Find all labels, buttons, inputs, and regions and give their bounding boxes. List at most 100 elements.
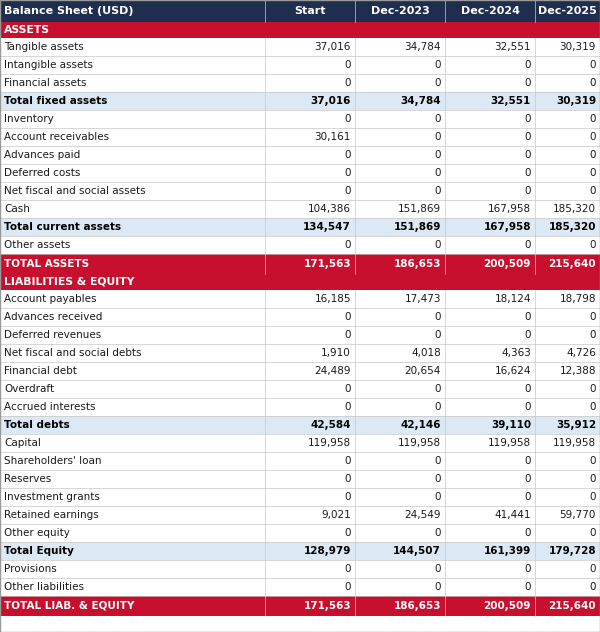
Text: Account payables: Account payables [4,294,97,304]
Text: 0: 0 [344,150,351,160]
Text: 171,563: 171,563 [304,259,351,269]
Text: 167,958: 167,958 [484,222,531,232]
Text: Investment grants: Investment grants [4,492,100,502]
Text: 42,146: 42,146 [401,420,441,430]
Text: 0: 0 [589,564,596,574]
Text: 0: 0 [589,150,596,160]
Text: TOTAL ASSETS: TOTAL ASSETS [4,259,89,269]
Text: 0: 0 [434,564,441,574]
Text: 0: 0 [589,114,596,124]
Bar [0,22,600,38]
Text: 0: 0 [434,492,441,502]
Text: 16,185: 16,185 [314,294,351,304]
Text: 0: 0 [434,186,441,196]
Text: 20,654: 20,654 [404,366,441,376]
Bar [0,434,600,452]
Text: Financial debt: Financial debt [4,366,77,376]
Text: 0: 0 [344,456,351,466]
Text: 0: 0 [589,456,596,466]
Bar [0,146,600,164]
Bar [0,182,600,200]
Text: Accrued interests: Accrued interests [4,402,95,412]
Bar [0,274,600,290]
Text: Total Equity: Total Equity [4,546,74,556]
Text: 200,509: 200,509 [484,259,531,269]
Bar [0,596,600,616]
Text: 0: 0 [524,456,531,466]
Bar [0,380,600,398]
Bar [0,578,600,596]
Text: 34,784: 34,784 [400,96,441,106]
Bar [0,200,600,218]
Text: 0: 0 [524,150,531,160]
Text: 104,386: 104,386 [308,204,351,214]
Text: Other equity: Other equity [4,528,70,538]
Text: TOTAL LIAB. & EQUITY: TOTAL LIAB. & EQUITY [4,601,134,611]
Text: 0: 0 [434,384,441,394]
Text: Start: Start [294,6,326,16]
Text: 0: 0 [434,132,441,142]
Text: 4,363: 4,363 [501,348,531,358]
Text: 41,441: 41,441 [494,510,531,520]
Text: 0: 0 [434,78,441,88]
Text: 0: 0 [524,132,531,142]
Text: 0: 0 [524,384,531,394]
Text: 37,016: 37,016 [314,42,351,52]
Text: 186,653: 186,653 [394,601,441,611]
Text: 0: 0 [344,78,351,88]
Text: 0: 0 [344,474,351,484]
Bar [0,254,600,274]
Text: 0: 0 [344,384,351,394]
Text: LIABILITIES & EQUITY: LIABILITIES & EQUITY [4,277,134,287]
Bar [0,38,600,56]
Bar [0,344,600,362]
Text: Balance Sheet (USD): Balance Sheet (USD) [4,6,133,16]
Text: 186,653: 186,653 [394,259,441,269]
Text: Total current assets: Total current assets [4,222,121,232]
Text: 0: 0 [434,474,441,484]
Text: 185,320: 185,320 [553,204,596,214]
Text: 0: 0 [589,186,596,196]
Text: 0: 0 [589,402,596,412]
Bar [0,92,600,110]
Text: 0: 0 [589,312,596,322]
Text: 200,509: 200,509 [484,601,531,611]
Text: 4,726: 4,726 [566,348,596,358]
Text: 0: 0 [524,582,531,592]
Text: Dec-2023: Dec-2023 [371,6,430,16]
Text: 0: 0 [524,402,531,412]
Text: 0: 0 [344,492,351,502]
Text: 0: 0 [344,240,351,250]
Text: 0: 0 [589,240,596,250]
Text: 0: 0 [589,330,596,340]
Text: 18,798: 18,798 [560,294,596,304]
Text: 0: 0 [344,330,351,340]
Bar [0,560,600,578]
Text: 30,319: 30,319 [560,42,596,52]
Bar [0,56,600,74]
Bar [0,308,600,326]
Text: Shareholders' loan: Shareholders' loan [4,456,101,466]
Text: 128,979: 128,979 [304,546,351,556]
Text: 42,584: 42,584 [311,420,351,430]
Text: Total fixed assets: Total fixed assets [4,96,107,106]
Text: Advances received: Advances received [4,312,103,322]
Text: 215,640: 215,640 [548,601,596,611]
Text: 0: 0 [524,330,531,340]
Text: 1,910: 1,910 [321,348,351,358]
Text: 134,547: 134,547 [303,222,351,232]
Bar [0,218,600,236]
Text: 167,958: 167,958 [488,204,531,214]
Text: 0: 0 [434,330,441,340]
Text: Dec-2025: Dec-2025 [538,6,597,16]
Text: Net fiscal and social debts: Net fiscal and social debts [4,348,142,358]
Text: 144,507: 144,507 [393,546,441,556]
Bar [0,488,600,506]
Text: 0: 0 [344,582,351,592]
Text: 0: 0 [344,528,351,538]
Text: 0: 0 [589,168,596,178]
Text: 0: 0 [589,582,596,592]
Bar [0,524,600,542]
Text: 37,016: 37,016 [311,96,351,106]
Text: 39,110: 39,110 [491,420,531,430]
